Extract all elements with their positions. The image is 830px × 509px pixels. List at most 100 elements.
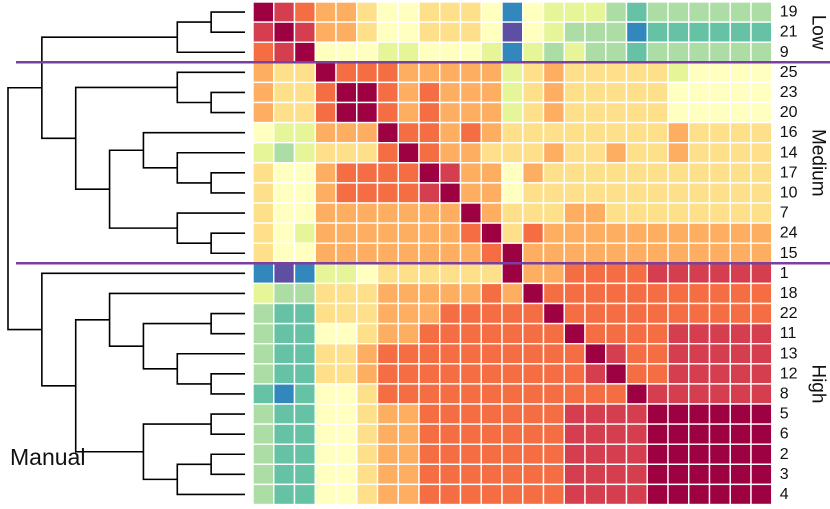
- heatmap-cell: [356, 443, 379, 466]
- heatmap-cell: [542, 101, 565, 124]
- heatmap-cell: [356, 121, 379, 144]
- heatmap-cell: [708, 403, 731, 425]
- heatmap-cell: [439, 302, 462, 325]
- heatmap-cell: [418, 222, 441, 244]
- heatmap-cell: [252, 343, 275, 365]
- heatmap-cell: [376, 282, 399, 305]
- heatmap-cell: [688, 262, 711, 285]
- heatmap-cell: [273, 262, 296, 285]
- heatmap-cell: [314, 21, 337, 43]
- heatmap-cell: [750, 41, 773, 64]
- heatmap-cell: [625, 222, 648, 244]
- row-label: 2: [780, 446, 789, 463]
- heatmap-cell: [708, 81, 731, 104]
- heatmap-cell: [688, 322, 711, 345]
- heatmap-cell: [729, 423, 752, 445]
- heatmap-cell: [563, 443, 586, 466]
- heatmap-cell: [563, 61, 586, 84]
- heatmap-cell: [397, 61, 420, 84]
- heatmap-cell: [376, 222, 399, 244]
- heatmap-cell: [293, 41, 316, 64]
- heatmap-cell: [605, 141, 628, 164]
- heatmap-cell: [480, 182, 503, 204]
- heatmap-cell: [708, 101, 731, 124]
- heatmap-cell: [273, 363, 296, 385]
- heatmap-cell: [563, 322, 586, 345]
- heatmap-cell: [418, 162, 441, 184]
- heatmap-cell: [501, 343, 524, 365]
- heatmap-cell: [542, 363, 565, 385]
- heatmap-cell: [708, 463, 731, 486]
- heatmap-cell: [542, 61, 565, 84]
- heatmap-cell: [293, 403, 316, 425]
- heatmap-cell: [646, 383, 669, 405]
- heatmap-cell: [480, 141, 503, 164]
- heatmap-cell: [563, 101, 586, 124]
- row-label: 7: [780, 205, 789, 222]
- heatmap-cell: [335, 61, 358, 84]
- heatmap-cell: [314, 162, 337, 184]
- heatmap-cell: [708, 202, 731, 224]
- heatmap-cell: [314, 222, 337, 244]
- heatmap-cell: [356, 343, 379, 365]
- heatmap-cell: [252, 322, 275, 345]
- heatmap-cell: [667, 483, 690, 506]
- heatmap-cell: [273, 222, 296, 244]
- heatmap-cell: [418, 182, 441, 204]
- heatmap-cell: [688, 363, 711, 385]
- heatmap-cell: [750, 1, 773, 23]
- heatmap-cell: [418, 242, 441, 264]
- heatmap-cell: [293, 162, 316, 184]
- heatmap-cell: [605, 463, 628, 486]
- heatmap-cell: [522, 483, 545, 506]
- heatmap-cell: [605, 343, 628, 365]
- heatmap-cell: [501, 483, 524, 506]
- heatmap-cell: [688, 403, 711, 425]
- group-dividers: [16, 61, 830, 265]
- heatmap-cell: [750, 383, 773, 405]
- heatmap-cell: [605, 282, 628, 305]
- heatmap-cell: [459, 1, 482, 23]
- heatmap-cell: [397, 41, 420, 64]
- heatmap-cell: [459, 383, 482, 405]
- heatmap-cell: [563, 121, 586, 144]
- heatmap-cell: [646, 222, 669, 244]
- heatmap-cell: [501, 423, 524, 445]
- heatmap-cell: [418, 81, 441, 104]
- heatmap-cell: [522, 101, 545, 124]
- heatmap-cell: [314, 121, 337, 144]
- heatmap-cell: [397, 282, 420, 305]
- heatmap-cell: [667, 141, 690, 164]
- heatmap-cell: [522, 282, 545, 305]
- heatmap-cell: [480, 21, 503, 43]
- heatmap-cell: [293, 282, 316, 305]
- heatmap-cell: [584, 41, 607, 64]
- heatmap-cell: [646, 41, 669, 64]
- dendrogram-branch: [210, 172, 245, 194]
- heatmap-cell: [688, 242, 711, 264]
- heatmap-cell: [335, 41, 358, 64]
- heatmap-cell: [605, 21, 628, 43]
- heatmap-cell: [252, 222, 275, 244]
- heatmap-cell: [418, 363, 441, 385]
- heatmap-cell: [293, 141, 316, 164]
- heatmap-cell: [646, 162, 669, 184]
- heatmap-cell: [522, 121, 545, 144]
- heatmap-cell: [729, 302, 752, 325]
- heatmap-cell: [439, 242, 462, 264]
- heatmap-cell: [750, 403, 773, 425]
- heatmap-cell: [335, 21, 358, 43]
- heatmap-cell: [252, 202, 275, 224]
- dendrogram-branch: [210, 91, 245, 114]
- heatmap-cell: [501, 162, 524, 184]
- heatmap-cell: [522, 363, 545, 385]
- heatmap-cell: [625, 101, 648, 124]
- heatmap-cell: [335, 222, 358, 244]
- heatmap-cell: [273, 403, 296, 425]
- heatmap-cell: [522, 302, 545, 325]
- heatmap-cell: [252, 101, 275, 124]
- heatmap-cell: [646, 81, 669, 104]
- heatmap-cell: [439, 81, 462, 104]
- heatmap-cell: [376, 242, 399, 264]
- heatmap-cell: [418, 282, 441, 305]
